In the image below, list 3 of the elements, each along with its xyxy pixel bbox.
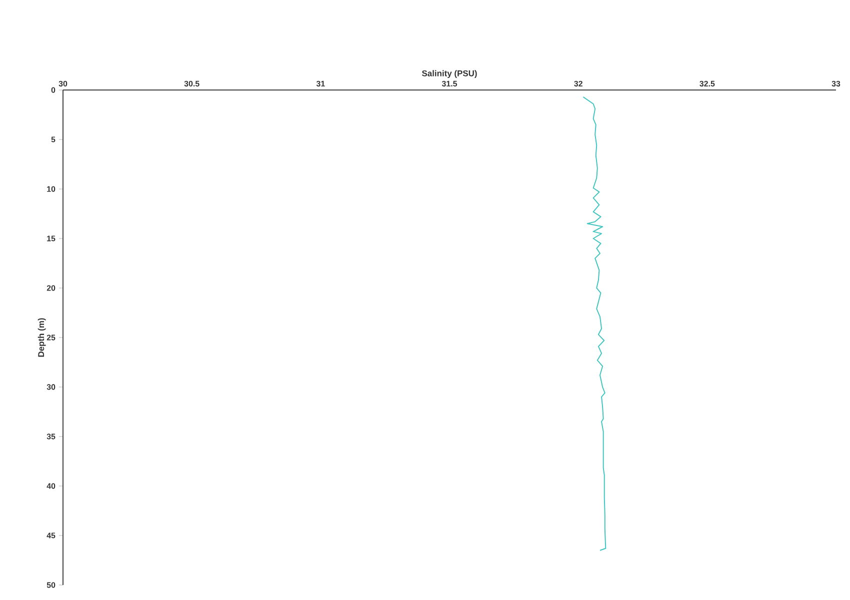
line-series <box>582 96 606 551</box>
y-axis-title: Depth (m) <box>38 318 46 357</box>
x-axis-title: Salinity (PSU) <box>422 70 477 78</box>
